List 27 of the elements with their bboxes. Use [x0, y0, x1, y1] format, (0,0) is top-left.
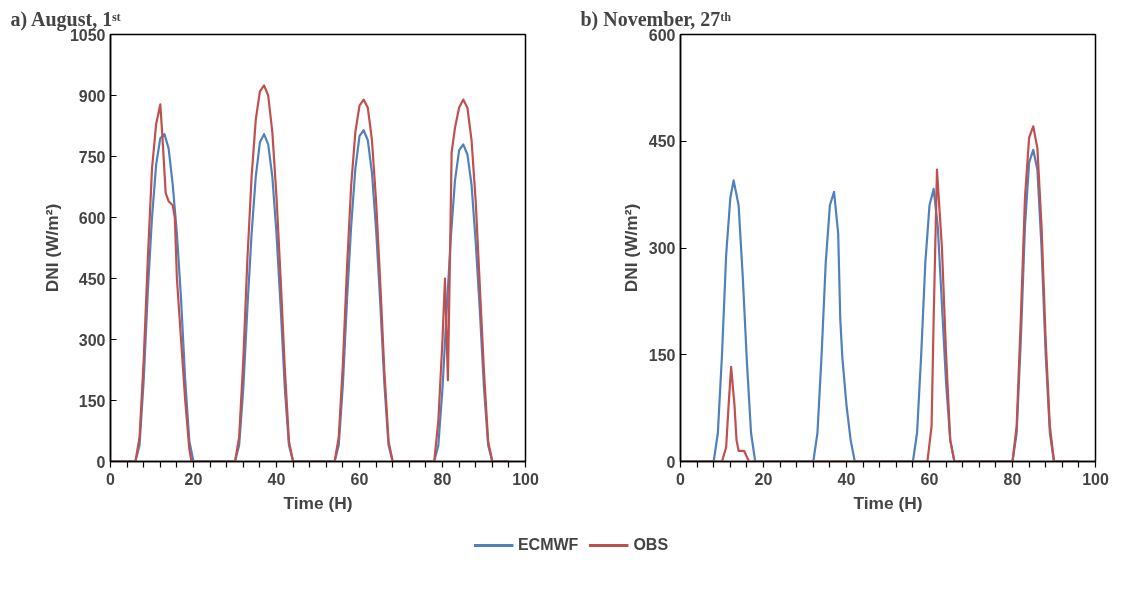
x-tick-label: 100 — [1082, 470, 1109, 488]
y-tick-label: 900 — [78, 87, 106, 105]
x-tick-label: 80 — [1003, 470, 1022, 488]
x-axis-title: Time (H) — [853, 492, 923, 513]
x-tick-label: 100 — [512, 470, 539, 488]
x-axis-title: Time (H) — [283, 492, 353, 513]
y-tick-label: 450 — [78, 270, 106, 288]
legend-label: ECMWF — [517, 536, 579, 554]
y-tick-label: 150 — [648, 346, 676, 364]
x-tick-label: 40 — [837, 470, 856, 488]
y-tick-label: 600 — [78, 209, 106, 227]
x-tick-label: 60 — [920, 470, 939, 488]
x-tick-label: 60 — [350, 470, 369, 488]
y-tick-label: 0 — [96, 453, 106, 471]
y-axis-title: DNI (W/m²) — [41, 203, 62, 293]
y-tick-label: 750 — [78, 148, 106, 166]
y-tick-label: 0 — [666, 453, 676, 471]
y-tick-label: 150 — [78, 392, 106, 410]
y-axis-title: DNI (W/m²) — [620, 203, 641, 293]
y-tick-label: 300 — [648, 240, 676, 257]
x-tick-label: 40 — [267, 470, 286, 488]
x-tick-label: 20 — [184, 470, 203, 488]
legend-label: OBS — [633, 536, 669, 554]
x-tick-label: 80 — [433, 470, 452, 488]
x-tick-label: 20 — [754, 470, 773, 488]
y-tick-label: 450 — [648, 133, 676, 151]
y-tick-label: 300 — [78, 331, 106, 349]
